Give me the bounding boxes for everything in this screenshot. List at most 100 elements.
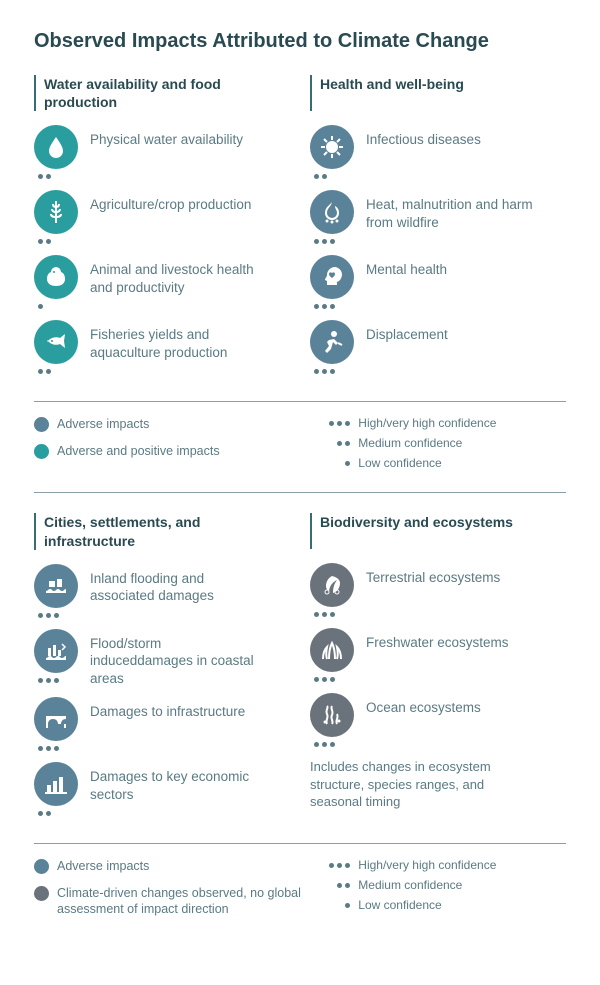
confidence-dots xyxy=(314,742,335,748)
confidence-dots-icon xyxy=(320,863,350,868)
impact-label: Flood/storm induceddamages in coastal ar… xyxy=(90,629,260,688)
leaf-gear-icon xyxy=(310,563,354,607)
legend-confidence-item: High/very high confidence xyxy=(320,858,566,872)
legend-item: Adverse and positive impacts xyxy=(34,443,304,459)
confidence-dots-icon xyxy=(320,441,350,446)
legend-item: Adverse impacts xyxy=(34,858,304,874)
impact-item: Damages to infrastructure xyxy=(34,697,290,752)
divider xyxy=(34,401,566,402)
legend-confidence-item: Medium confidence xyxy=(320,436,566,450)
impact-label: Ocean ecosystems xyxy=(366,693,481,717)
impact-item: Fisheries yields and aquaculture product… xyxy=(34,320,290,375)
divider xyxy=(34,843,566,844)
legend-impact-types: Adverse impacts Climate-driven changes ob… xyxy=(34,858,304,927)
flood-icon xyxy=(34,564,78,608)
water-drop-icon xyxy=(34,125,78,169)
section-header: Cities, settlements, and infrastructure xyxy=(34,513,290,549)
confidence-dots xyxy=(38,369,51,375)
section-header: Health and well-being xyxy=(310,75,566,111)
legend-label: Adverse impacts xyxy=(57,858,149,874)
bridge-icon xyxy=(34,697,78,741)
legend-confidence-item: High/very high confidence xyxy=(320,416,566,430)
section-header: Biodiversity and ecosystems xyxy=(310,513,566,549)
confidence-dots xyxy=(314,369,335,375)
impact-item: Animal and livestock health and producti… xyxy=(34,255,290,310)
legend-impact-types: Adverse impacts Adverse and positive impa… xyxy=(34,416,304,476)
impact-list: Infectious diseasesHeat, malnutrition an… xyxy=(310,125,566,375)
legend-2: Adverse impacts Climate-driven changes ob… xyxy=(34,858,566,927)
legend-item: Climate-driven changes observed, no glob… xyxy=(34,885,304,918)
legend-dot-icon xyxy=(34,859,49,874)
legend-label: Low confidence xyxy=(358,898,441,912)
legend-confidence-item: Medium confidence xyxy=(320,878,566,892)
grass-icon xyxy=(310,628,354,672)
legend-1: Adverse impacts Adverse and positive impa… xyxy=(34,416,566,476)
confidence-dots xyxy=(314,239,335,245)
legend-item: Adverse impacts xyxy=(34,416,304,432)
impact-label: Displacement xyxy=(366,320,448,344)
flame-icon xyxy=(310,190,354,234)
fish-icon xyxy=(34,320,78,364)
block-1: Water availability and food production P… xyxy=(34,75,566,385)
legend-dot-icon xyxy=(34,417,49,432)
chicken-icon xyxy=(34,255,78,299)
impact-item: Freshwater ecosystems xyxy=(310,628,566,683)
confidence-dots xyxy=(38,304,43,310)
legend-label: High/very high confidence xyxy=(358,416,496,430)
confidence-dots xyxy=(38,811,51,817)
legend-label: Adverse and positive impacts xyxy=(57,443,220,459)
chart-icon xyxy=(34,762,78,806)
impact-label: Agriculture/crop production xyxy=(90,190,251,214)
divider xyxy=(34,492,566,493)
virus-icon xyxy=(310,125,354,169)
confidence-dots xyxy=(314,677,335,683)
legend-confidence: High/very high confidence Medium confiden… xyxy=(320,858,566,927)
head-heart-icon xyxy=(310,255,354,299)
section-water-food: Water availability and food production P… xyxy=(34,75,290,385)
confidence-dots xyxy=(38,239,51,245)
impact-item: Displacement xyxy=(310,320,566,375)
confidence-dots xyxy=(314,174,327,180)
impact-item: Physical water availability xyxy=(34,125,290,180)
section-health: Health and well-being Infectious disease… xyxy=(310,75,566,385)
impact-list: Terrestrial ecosystems Freshwater ecosyst… xyxy=(310,563,566,748)
impact-item: Mental health xyxy=(310,255,566,310)
confidence-dots-icon xyxy=(320,461,350,466)
confidence-dots xyxy=(38,746,59,752)
impact-item: Flood/storm induceddamages in coastal ar… xyxy=(34,629,290,688)
seaweed-icon xyxy=(310,693,354,737)
confidence-dots xyxy=(38,174,51,180)
legend-label: Medium confidence xyxy=(358,878,462,892)
confidence-dots xyxy=(314,612,335,618)
person-run-icon xyxy=(310,320,354,364)
confidence-dots xyxy=(38,678,59,684)
legend-dot-icon xyxy=(34,444,49,459)
confidence-dots-icon xyxy=(320,883,350,888)
impact-item: Damages to key economic sectors xyxy=(34,762,290,817)
biodiversity-note: Includes changes in ecosystem structure,… xyxy=(310,758,530,811)
section-biodiversity: Biodiversity and ecosystems Terrestrial … xyxy=(310,513,566,827)
confidence-dots xyxy=(38,613,59,619)
legend-confidence-item: Low confidence xyxy=(320,456,566,470)
impact-list: Inland flooding and associated damages Fl… xyxy=(34,564,290,818)
section-header: Water availability and food production xyxy=(34,75,290,111)
impact-label: Inland flooding and associated damages xyxy=(90,564,260,605)
impact-item: Inland flooding and associated damages xyxy=(34,564,290,619)
impact-list: Physical water availability Agriculture/c… xyxy=(34,125,290,375)
impact-item: Terrestrial ecosystems xyxy=(310,563,566,618)
impact-item: Heat, malnutrition and harm from wildfir… xyxy=(310,190,566,245)
section-cities: Cities, settlements, and infrastructure … xyxy=(34,513,290,827)
impact-item: Ocean ecosystems xyxy=(310,693,566,748)
legend-dot-icon xyxy=(34,886,49,901)
page-title: Observed Impacts Attributed to Climate C… xyxy=(34,30,566,53)
impact-label: Terrestrial ecosystems xyxy=(366,563,500,587)
impact-label: Fisheries yields and aquaculture product… xyxy=(90,320,260,361)
legend-confidence-item: Low confidence xyxy=(320,898,566,912)
impact-label: Physical water availability xyxy=(90,125,243,149)
block-2: Cities, settlements, and infrastructure … xyxy=(34,513,566,827)
legend-label: Climate-driven changes observed, no glob… xyxy=(57,885,304,918)
legend-label: Low confidence xyxy=(358,456,441,470)
impact-label: Damages to key economic sectors xyxy=(90,762,260,803)
coastal-icon xyxy=(34,629,78,673)
legend-label: Medium confidence xyxy=(358,436,462,450)
